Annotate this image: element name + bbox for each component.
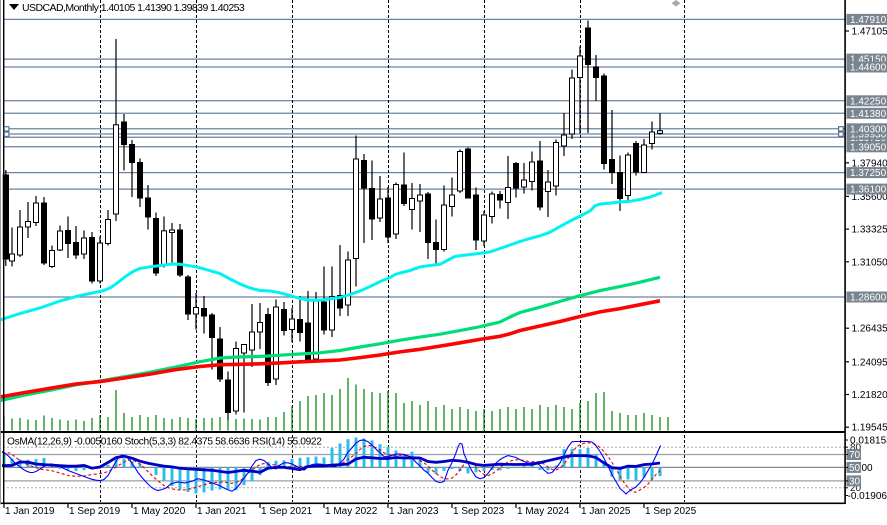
- svg-text:1 May 2020: 1 May 2020: [133, 506, 186, 517]
- svg-text:1 May 2022: 1 May 2022: [325, 506, 378, 517]
- svg-text:1 Sep 2025: 1 Sep 2025: [645, 506, 697, 517]
- svg-text:1 Sep 2019: 1 Sep 2019: [69, 506, 121, 517]
- svg-text:USDCAD,Monthly 1.40105 1.41390: USDCAD,Monthly 1.40105 1.41390 1.39839 1…: [22, 2, 245, 14]
- svg-text:00: 00: [862, 463, 874, 474]
- svg-text:1 Jan 2021: 1 Jan 2021: [197, 506, 247, 517]
- svg-text:1.41380: 1.41380: [850, 109, 887, 120]
- svg-text:1.28600: 1.28600: [850, 293, 887, 304]
- svg-text:1.24095: 1.24095: [852, 357, 887, 368]
- svg-text:1.47105: 1.47105: [852, 27, 887, 38]
- svg-text:1.31050: 1.31050: [852, 257, 887, 268]
- svg-text:-0.0190606: -0.0190606: [848, 491, 887, 502]
- svg-text:1.33325: 1.33325: [852, 225, 887, 236]
- svg-text:1 Jan 2023: 1 Jan 2023: [389, 506, 439, 517]
- svg-text:30: 30: [849, 476, 861, 487]
- svg-text:1 Sep 2021: 1 Sep 2021: [261, 506, 313, 517]
- svg-text:1.44600: 1.44600: [850, 63, 887, 74]
- svg-text:1.21820: 1.21820: [852, 390, 887, 401]
- svg-text:1 Jan 2025: 1 Jan 2025: [581, 506, 631, 517]
- svg-text:OsMA(12,26,9) -0.0050160 Stoc: OsMA(12,26,9) -0.0050160 Stoch(5,3,3) 82…: [7, 437, 322, 448]
- svg-text:1.26435: 1.26435: [852, 324, 887, 335]
- svg-text:1.39050: 1.39050: [850, 142, 887, 153]
- svg-text:70: 70: [849, 450, 861, 461]
- svg-text:1.40300: 1.40300: [850, 124, 887, 135]
- svg-text:1.36100: 1.36100: [850, 185, 887, 196]
- svg-text:1.42250: 1.42250: [850, 96, 887, 107]
- svg-text:1 Sep 2023: 1 Sep 2023: [453, 506, 505, 517]
- svg-text:1.37250: 1.37250: [850, 168, 887, 179]
- svg-text:1 May 2024: 1 May 2024: [517, 506, 570, 517]
- svg-text:1.47910: 1.47910: [850, 15, 887, 26]
- svg-text:1.19545: 1.19545: [852, 423, 887, 434]
- svg-text:1 Jan 2019: 1 Jan 2019: [5, 506, 55, 517]
- svg-text:50: 50: [849, 463, 861, 474]
